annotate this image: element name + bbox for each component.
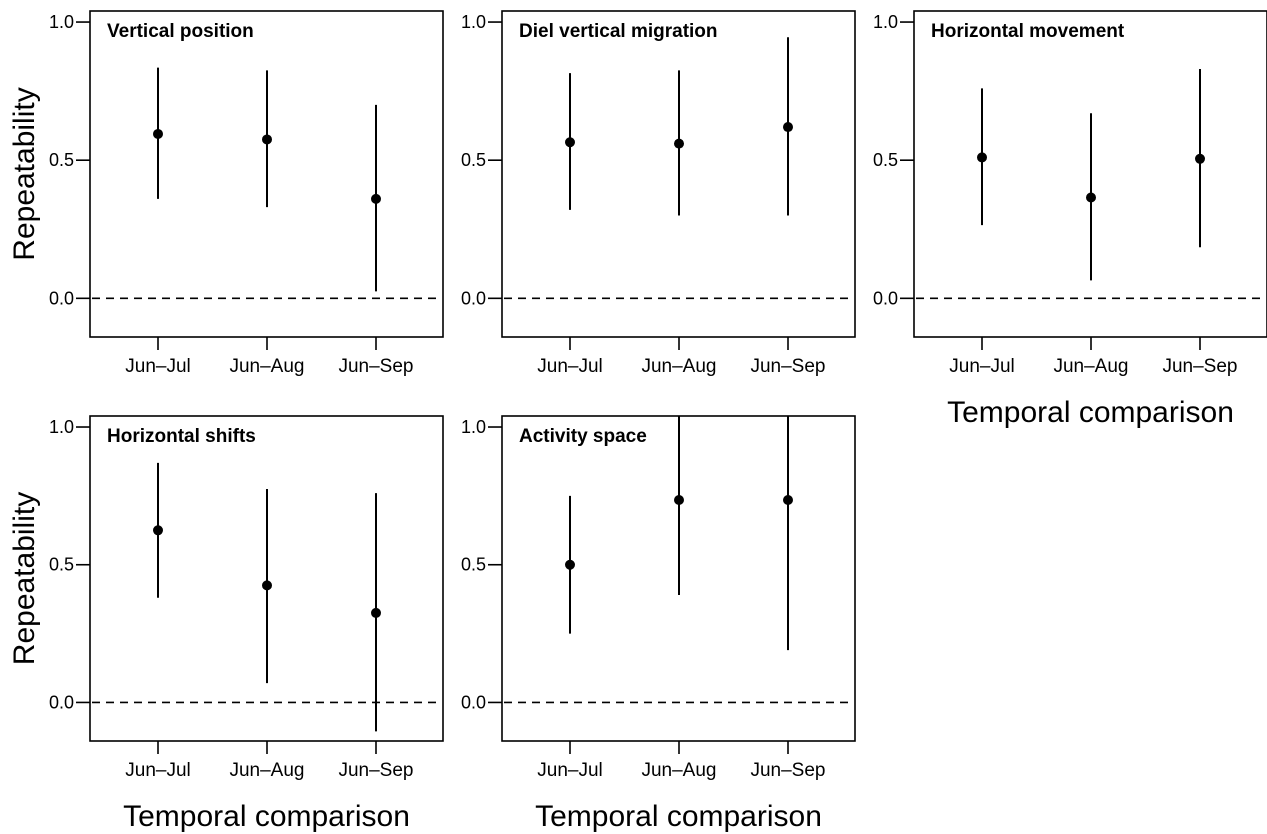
data-point	[262, 134, 272, 145]
x-tick-label: Jun–Jul	[125, 760, 191, 781]
panel-title: Horizontal movement	[931, 21, 1125, 42]
panel-4: 0.0 0.5 1.0 Jun–Jul Jun–Aug Jun–Sep Horizontal…	[8, 415, 444, 833]
data-point	[565, 559, 575, 570]
data-point	[1195, 153, 1205, 164]
y-tick-label: 0.0	[49, 288, 74, 308]
y-tick-label: 1.0	[49, 12, 74, 32]
x-tick-label: Jun–Aug	[641, 760, 716, 781]
x-tick-label: Jun–Jul	[125, 356, 191, 377]
x-tick-label: Jun–Jul	[537, 356, 603, 377]
y-tick-label: 1.0	[461, 417, 486, 437]
data-point	[783, 122, 793, 133]
x-tick-label: Jun–Jul	[949, 356, 1015, 377]
panel-3: 0.0 0.5 1.0 Jun–Jul Jun–Aug Jun–Sep Horizontal…	[873, 10, 1267, 429]
data-point	[977, 152, 987, 163]
y-tick-label: 0.0	[873, 288, 898, 308]
x-tick-label: Jun–Aug	[1053, 356, 1128, 377]
data-point	[1086, 192, 1096, 203]
y-axis-title: Repeatability	[8, 87, 41, 260]
x-tick-label: Jun–Sep	[750, 356, 825, 377]
y-tick-label: 0.5	[461, 150, 486, 170]
y-tick-label: 0.5	[461, 555, 486, 575]
x-tick-label: Jun–Aug	[641, 356, 716, 377]
data-point	[371, 193, 381, 204]
y-tick-label: 0.5	[49, 555, 74, 575]
x-tick-label: Jun–Aug	[229, 356, 304, 377]
y-axis-title: Repeatability	[8, 492, 41, 665]
panel-title: Vertical position	[107, 21, 254, 42]
y-tick-label: 0.0	[461, 692, 486, 712]
x-tick-label: Jun–Sep	[338, 356, 413, 377]
data-point	[783, 495, 793, 506]
x-axis-title: Temporal comparison	[947, 396, 1234, 429]
panel-title: Diel vertical migration	[519, 21, 718, 42]
x-axis-title: Temporal comparison	[123, 800, 410, 833]
x-axis-title: Temporal comparison	[535, 800, 822, 833]
y-tick-label: 1.0	[873, 12, 898, 32]
x-tick-label: Jun–Sep	[750, 760, 825, 781]
x-tick-label: Jun–Jul	[537, 760, 603, 781]
panel-2: 0.0 0.5 1.0 Jun–Jul Jun–Aug Jun–Sep Diel verti…	[461, 10, 856, 377]
data-point	[153, 525, 163, 536]
panel-5: 0.0 0.5 1.0 Jun–Jul Jun–Aug Jun–Sep Activity s…	[461, 415, 856, 833]
panel-title: Activity space	[519, 426, 647, 447]
y-tick-label: 0.5	[49, 150, 74, 170]
x-tick-label: Jun–Sep	[338, 760, 413, 781]
x-tick-label: Jun–Aug	[229, 760, 304, 781]
data-point	[153, 128, 163, 139]
panel-1: 0.0 0.5 1.0 Jun–Jul Jun–Aug Jun–Sep Vertical p…	[8, 10, 444, 377]
y-tick-label: 0.0	[461, 288, 486, 308]
y-tick-label: 0.0	[49, 692, 74, 712]
data-point	[674, 138, 684, 149]
x-tick-label: Jun–Sep	[1162, 356, 1237, 377]
panels: 0.0 0.5 1.0 Jun–Jul Jun–Aug Jun–Sep Vertical p…	[8, 10, 1267, 833]
panel-title: Horizontal shifts	[107, 426, 256, 447]
y-tick-label: 0.5	[873, 150, 898, 170]
data-point	[371, 607, 381, 618]
data-point	[262, 580, 272, 591]
y-tick-label: 1.0	[461, 12, 486, 32]
data-point	[674, 495, 684, 506]
data-point	[565, 137, 575, 148]
y-tick-label: 1.0	[49, 417, 74, 437]
